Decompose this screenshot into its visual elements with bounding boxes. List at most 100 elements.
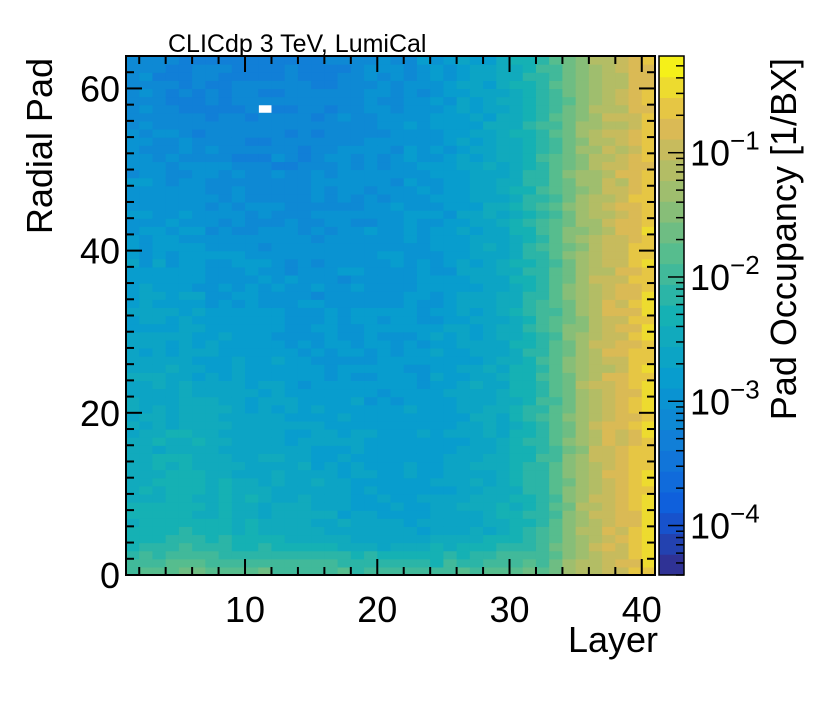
heatmap-cell [271,56,286,65]
heatmap-cell [297,315,312,325]
heatmap-cell [562,120,577,130]
heatmap-cell [377,177,392,187]
heatmap-cell [403,112,418,122]
heatmap-cell [615,274,630,284]
heatmap-cell [284,177,299,187]
heatmap-cell [430,185,444,195]
heatmap-cell [311,299,325,308]
heatmap-cell [218,453,233,463]
heatmap-cell [231,88,246,98]
heatmap-cell [350,420,365,430]
heatmap-cell [152,502,167,511]
heatmap-cell [324,429,339,438]
heatmap-cell [165,566,180,576]
heatmap-cell [350,388,365,398]
heatmap-cell [588,364,603,373]
heatmap-cell [483,339,497,349]
heatmap-cell [456,526,471,536]
heatmap-cell [430,388,444,398]
heatmap-cell [549,242,564,252]
heatmap-cell [602,274,616,284]
heatmap-cell [258,558,273,568]
heatmap-cell [350,80,365,90]
heatmap-cell [535,469,550,479]
heatmap-cell [165,234,180,244]
heatmap-cell [364,445,378,454]
heatmap-cell [284,169,299,179]
heatmap-cell [284,477,299,487]
heatmap-cell [615,96,630,106]
heatmap-cell [575,104,590,114]
heatmap-cell [350,485,365,495]
heatmap-cell [615,469,630,479]
heatmap-cell [178,347,193,357]
heatmap-cell [588,550,603,560]
heatmap-cell [364,291,378,300]
heatmap-cell [231,137,246,146]
heatmap-cell [456,193,471,203]
heatmap-cell [549,526,564,536]
heatmap-cell [575,485,590,495]
heatmap-cell [311,56,325,65]
heatmap-cell [258,177,273,187]
heatmap-cell [496,542,511,552]
heatmap-cell [350,250,365,260]
heatmap-cell [126,502,140,511]
heatmap-cell [615,193,630,203]
heatmap-cell [628,437,643,446]
heatmap-cell [284,331,299,341]
heatmap-cell [324,307,339,317]
heatmap-cell [192,112,206,122]
heatmap-cell [549,161,564,171]
heatmap-cell [522,137,537,146]
heatmap-cell [456,323,471,333]
heatmap-cell [522,477,537,487]
heatmap-cell [364,518,378,527]
heatmap-cell [350,128,365,138]
heatmap-cell [311,388,325,398]
heatmap-cell [641,258,656,268]
heatmap-cell [324,469,339,479]
heatmap-cell [350,372,365,381]
heatmap-cell [205,291,220,300]
heatmap-cell [297,250,312,260]
heatmap-cell [284,307,299,317]
heatmap-cell [615,453,630,463]
heatmap-cell [350,380,365,390]
heatmap-cell [535,274,550,284]
heatmap-cell [311,534,325,544]
heatmap-cell [178,104,193,114]
heatmap-cell [231,274,246,284]
heatmap-cell [430,445,444,454]
heatmap-cell [205,469,220,479]
heatmap-cell [245,347,259,357]
heatmap-cell [245,356,259,365]
heatmap-cell [641,64,656,73]
heatmap-cell [615,510,630,519]
heatmap-cell [602,396,616,406]
heatmap-cell [324,331,339,341]
heatmap-cell [139,315,154,325]
heatmap-cell [192,185,206,195]
heatmap-cell [562,274,577,284]
heatmap-cell [377,445,392,454]
heatmap-cell [456,250,471,260]
heatmap-cell [297,445,312,454]
heatmap-cell [562,226,577,236]
heatmap-cell [350,307,365,317]
heatmap-cell [139,502,154,511]
heatmap-cell [562,193,577,203]
heatmap-cell [456,266,471,276]
heatmap-cell [205,307,220,317]
heatmap-cell [469,356,484,365]
heatmap-cell [311,64,325,73]
heatmap-cell [496,347,511,357]
heatmap-cell [483,266,497,276]
heatmap-cell [509,201,524,211]
heatmap-cell [575,153,590,163]
heatmap-cell [430,380,444,390]
heatmap-cell [456,153,471,163]
heatmap-cell [535,323,550,333]
heatmap-cell [562,307,577,317]
heatmap-cell [377,250,392,260]
